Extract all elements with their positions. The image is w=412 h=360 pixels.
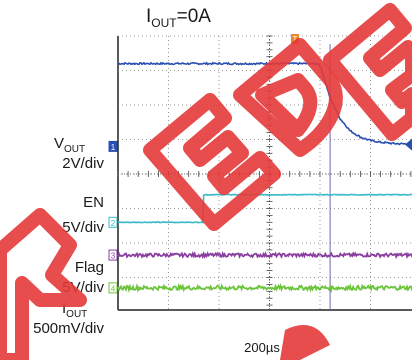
- svg-text:4: 4: [111, 284, 116, 293]
- vout-level-arrow: [405, 138, 412, 151]
- svg-text:2: 2: [111, 219, 116, 228]
- en-trace: [117, 193, 412, 224]
- vout-channel-marker: 1: [108, 140, 118, 152]
- watermark-letter: [0, 208, 87, 360]
- flag-label: Flag: [75, 259, 104, 276]
- chart-title: IOUT=0A: [146, 6, 211, 30]
- watermark: [0, 3, 412, 360]
- flag-trace: [117, 250, 412, 260]
- iout-channel-marker: 4: [108, 282, 118, 294]
- svg-text:3: 3: [111, 252, 116, 261]
- channel-markers: 1 2 3 4: [108, 138, 412, 294]
- svg-text:T: T: [293, 35, 298, 44]
- iout-scale-label: 500mV/div: [33, 320, 104, 337]
- watermark-fragment: [280, 325, 330, 360]
- vout-label: VOUT: [54, 135, 85, 155]
- en-channel-marker: 2: [108, 216, 118, 228]
- watermark-letter: [143, 93, 281, 231]
- svg-text:1: 1: [111, 143, 116, 152]
- en-label: EN: [83, 194, 104, 211]
- flag-channel-marker: 3: [108, 249, 118, 261]
- en-scale-label: 5V/div: [62, 219, 104, 236]
- watermark-letter: [233, 38, 343, 157]
- iout-trace: [117, 282, 412, 294]
- time-scale-label: 200µs: [244, 340, 280, 355]
- vout-scale-label: 2V/div: [62, 155, 104, 172]
- watermark-letter: [323, 3, 412, 141]
- iout-label: IOUT: [62, 300, 87, 320]
